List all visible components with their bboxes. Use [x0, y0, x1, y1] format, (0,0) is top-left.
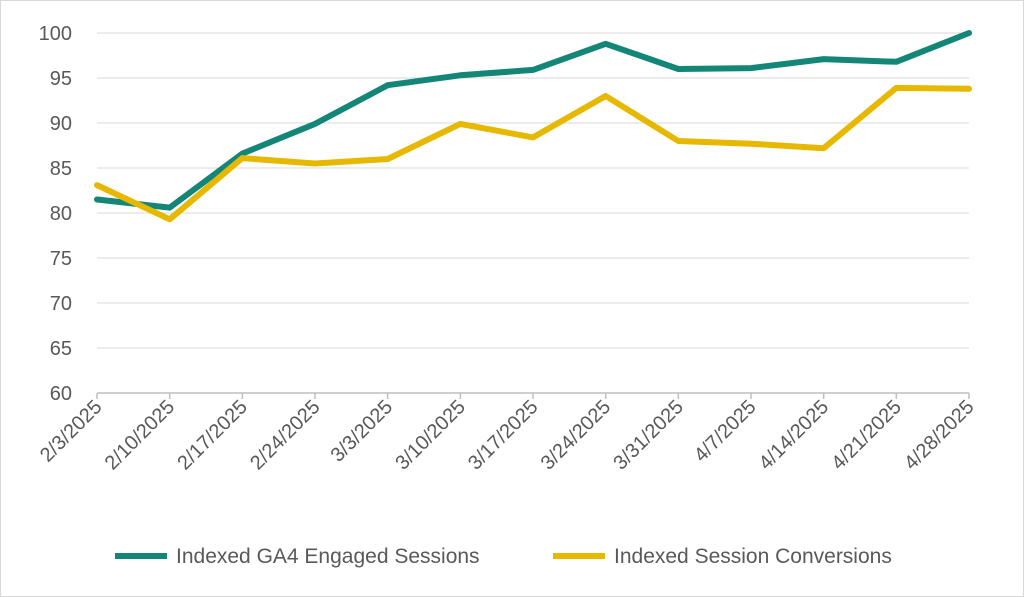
x-axis-tick-marks: [96, 393, 970, 399]
x-tick-label: 3/17/2025: [464, 396, 542, 474]
legend-label-session-conversions: Indexed Session Conversions: [614, 545, 892, 568]
y-tick-label: 85: [50, 158, 72, 180]
gridlines: [97, 32, 969, 349]
x-tick-label: 3/3/2025: [327, 396, 398, 467]
x-tick-label: 2/17/2025: [173, 396, 251, 474]
y-tick-label: 70: [50, 293, 72, 315]
x-tick-label: 4/28/2025: [900, 396, 978, 474]
x-tick-label: 4/14/2025: [755, 396, 833, 474]
y-axis-ticks: 60 65 70 75 80 85 90 95 100: [39, 23, 72, 405]
x-tick-label: 3/10/2025: [391, 396, 469, 474]
y-tick-label: 80: [50, 203, 72, 225]
series-line-session-conversions: [94, 84, 972, 223]
y-tick-label: 75: [50, 248, 72, 270]
x-tick-label: 4/21/2025: [827, 396, 905, 474]
y-tick-label: 65: [50, 338, 72, 360]
y-tick-label: 95: [50, 68, 72, 90]
y-tick-label: 60: [50, 383, 72, 405]
series-lines: [94, 30, 972, 223]
x-tick-label: 2/24/2025: [246, 396, 324, 474]
series-line-engaged-sessions: [94, 30, 972, 211]
y-tick-label: 100: [39, 23, 72, 45]
x-tick-label: 3/31/2025: [609, 396, 687, 474]
y-tick-label: 90: [50, 113, 72, 135]
legend: Indexed GA4 Engaged Sessions Indexed Ses…: [115, 545, 892, 568]
x-tick-label: 4/7/2025: [690, 396, 761, 467]
legend-label-engaged-sessions: Indexed GA4 Engaged Sessions: [176, 545, 480, 568]
x-tick-label: 2/3/2025: [36, 396, 107, 467]
x-tick-label: 3/24/2025: [537, 396, 615, 474]
x-tick-label: 2/10/2025: [101, 396, 179, 474]
